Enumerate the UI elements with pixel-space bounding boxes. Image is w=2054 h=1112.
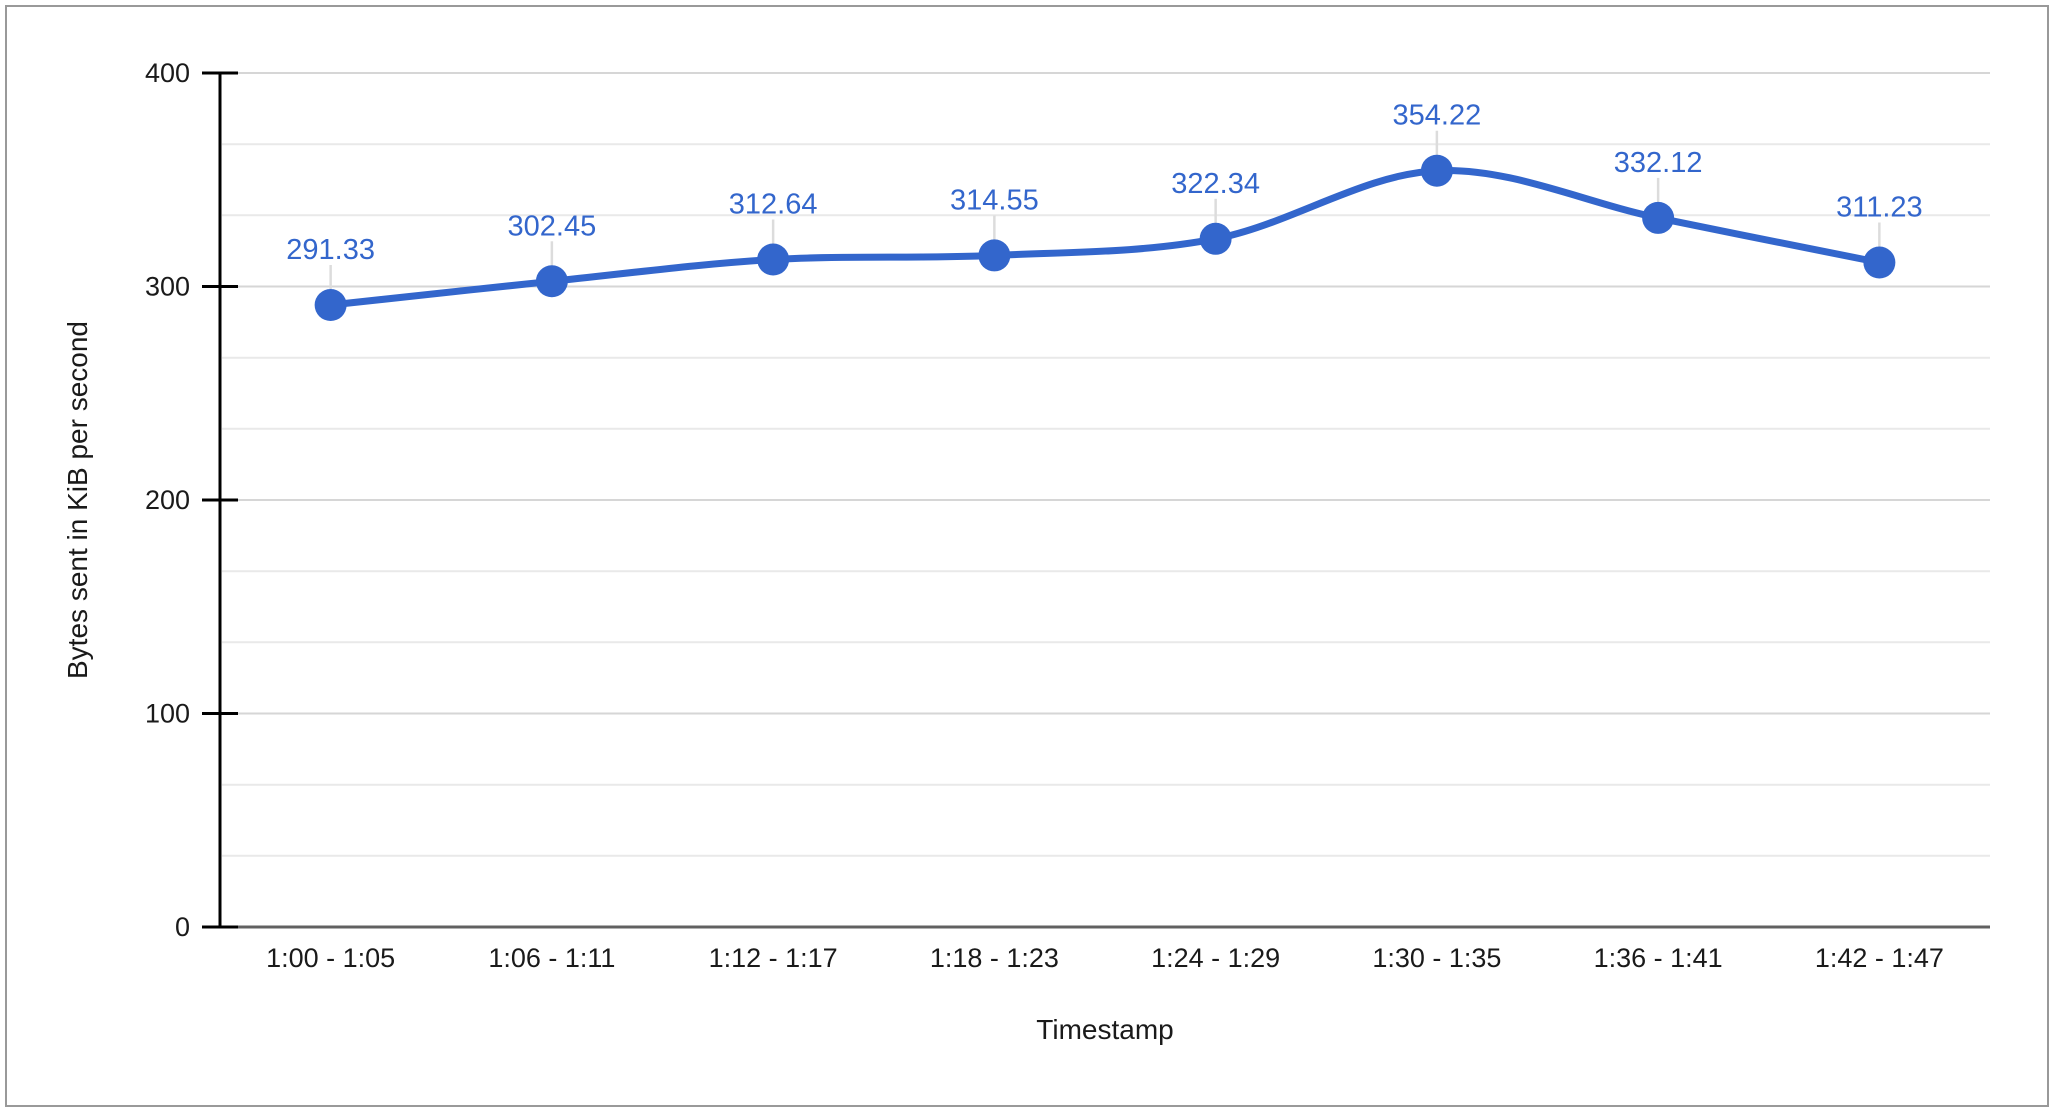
y-tick-label: 100 bbox=[145, 699, 190, 729]
y-tick-label: 300 bbox=[145, 272, 190, 302]
y-tick-label: 200 bbox=[145, 485, 190, 515]
series-line bbox=[327, 167, 1883, 309]
data-point-marker[interactable] bbox=[1863, 246, 1896, 279]
data-point-markers bbox=[314, 154, 1896, 322]
data-point-marker[interactable] bbox=[757, 243, 790, 276]
x-tick-label: 1:00 - 1:05 bbox=[266, 943, 395, 973]
data-point-marker[interactable] bbox=[1199, 222, 1232, 255]
data-label-callout-lines bbox=[329, 130, 1881, 293]
x-tick-label: 1:18 - 1:23 bbox=[930, 943, 1059, 973]
axis-tick-labels: 0 100 200 300 400 1:00 - 1:05 1:06 - 1:11 1:12 … bbox=[145, 58, 1944, 973]
y-axis-title: Bytes sent in KiB per second bbox=[62, 321, 93, 679]
data-point-marker[interactable] bbox=[1420, 154, 1453, 187]
data-point-marker[interactable] bbox=[1642, 201, 1675, 234]
data-point-marker[interactable] bbox=[314, 289, 347, 322]
y-tick-label: 0 bbox=[175, 912, 190, 942]
data-point-label: 312.64 bbox=[729, 189, 818, 221]
y-tick-label: 400 bbox=[145, 58, 190, 88]
x-tick-label: 1:42 - 1:47 bbox=[1815, 943, 1944, 973]
gridlines bbox=[222, 72, 1990, 857]
data-point-marker[interactable] bbox=[535, 265, 568, 298]
x-tick-label: 1:24 - 1:29 bbox=[1151, 943, 1280, 973]
x-tick-label: 1:36 - 1:41 bbox=[1594, 943, 1723, 973]
data-point-label: 322.34 bbox=[1171, 168, 1260, 200]
data-point-label: 354.22 bbox=[1393, 100, 1482, 132]
data-labels: 291.33 302.45 312.64 314.55 322.34 354.22 332.… bbox=[286, 100, 1922, 266]
x-tick-label: 1:30 - 1:35 bbox=[1372, 943, 1501, 973]
x-tick-label: 1:06 - 1:11 bbox=[488, 943, 615, 973]
series-path bbox=[327, 167, 1883, 309]
x-tick-label: 1:12 - 1:17 bbox=[709, 943, 838, 973]
data-point-label: 314.55 bbox=[950, 184, 1039, 216]
data-point-label: 332.12 bbox=[1614, 147, 1703, 179]
axes bbox=[202, 71, 1990, 929]
data-point-marker[interactable] bbox=[978, 239, 1011, 272]
data-point-label: 291.33 bbox=[286, 234, 375, 266]
data-point-label: 302.45 bbox=[508, 210, 597, 242]
data-point-label: 311.23 bbox=[1836, 192, 1923, 224]
x-axis-title: Timestamp bbox=[1036, 1014, 1174, 1045]
